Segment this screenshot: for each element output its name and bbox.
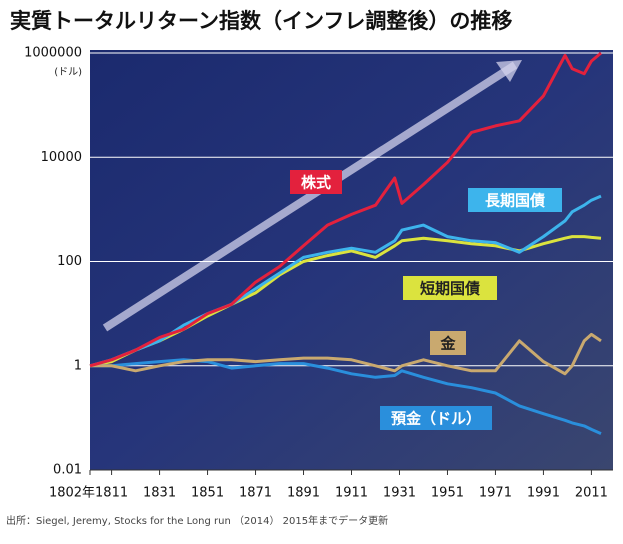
- series-label: 金: [439, 335, 456, 353]
- trend-arrow-head: [496, 60, 522, 82]
- x-tick-label: 1971: [479, 486, 512, 501]
- x-tick-label: 1851: [191, 486, 224, 501]
- source: 出所：Siegel, Jeremy, Stocks for the Long r…: [6, 514, 388, 527]
- x-tick-label: 1831: [143, 486, 176, 501]
- series-label: 預金（ドル）: [391, 410, 481, 428]
- y-tick-label: 0.01: [53, 463, 82, 478]
- y-unit: (ドル): [54, 67, 82, 78]
- x-tick-label: 1811: [95, 486, 128, 501]
- plot-background: [90, 50, 613, 470]
- x-tick-label: 1931: [383, 486, 416, 501]
- x-tick-label: 1911: [335, 486, 368, 501]
- chart-title: 実質トータルリターン指数（インフレ調整後）の推移: [10, 9, 512, 33]
- trend-arrow: [102, 61, 518, 332]
- x-tick-label: 1891: [287, 486, 320, 501]
- y-tick-label: 1000000: [24, 46, 82, 61]
- x-tick-label: 1802年: [49, 486, 95, 501]
- x-tick-label: 2011: [575, 486, 608, 501]
- x-tick-label: 1991: [527, 486, 560, 501]
- series-label: 短期国債: [420, 280, 480, 298]
- series-line: [90, 332, 602, 376]
- series-label-box: [430, 331, 466, 355]
- series-label: 長期国債: [485, 192, 545, 210]
- y-tick-label: 1: [74, 358, 82, 373]
- series-label: 株式: [301, 174, 331, 192]
- series-label-box: [468, 188, 562, 212]
- series-label-box: [290, 170, 342, 194]
- series-label-box: [403, 276, 497, 300]
- x-tick-label: 1871: [239, 486, 272, 501]
- series-label-box: [380, 406, 492, 430]
- series-line: [89, 51, 602, 368]
- x-tick-label: 1951: [431, 486, 464, 501]
- y-tick-label: 10000: [41, 150, 82, 165]
- y-tick-label: 100: [57, 254, 82, 269]
- series-line: [89, 194, 602, 368]
